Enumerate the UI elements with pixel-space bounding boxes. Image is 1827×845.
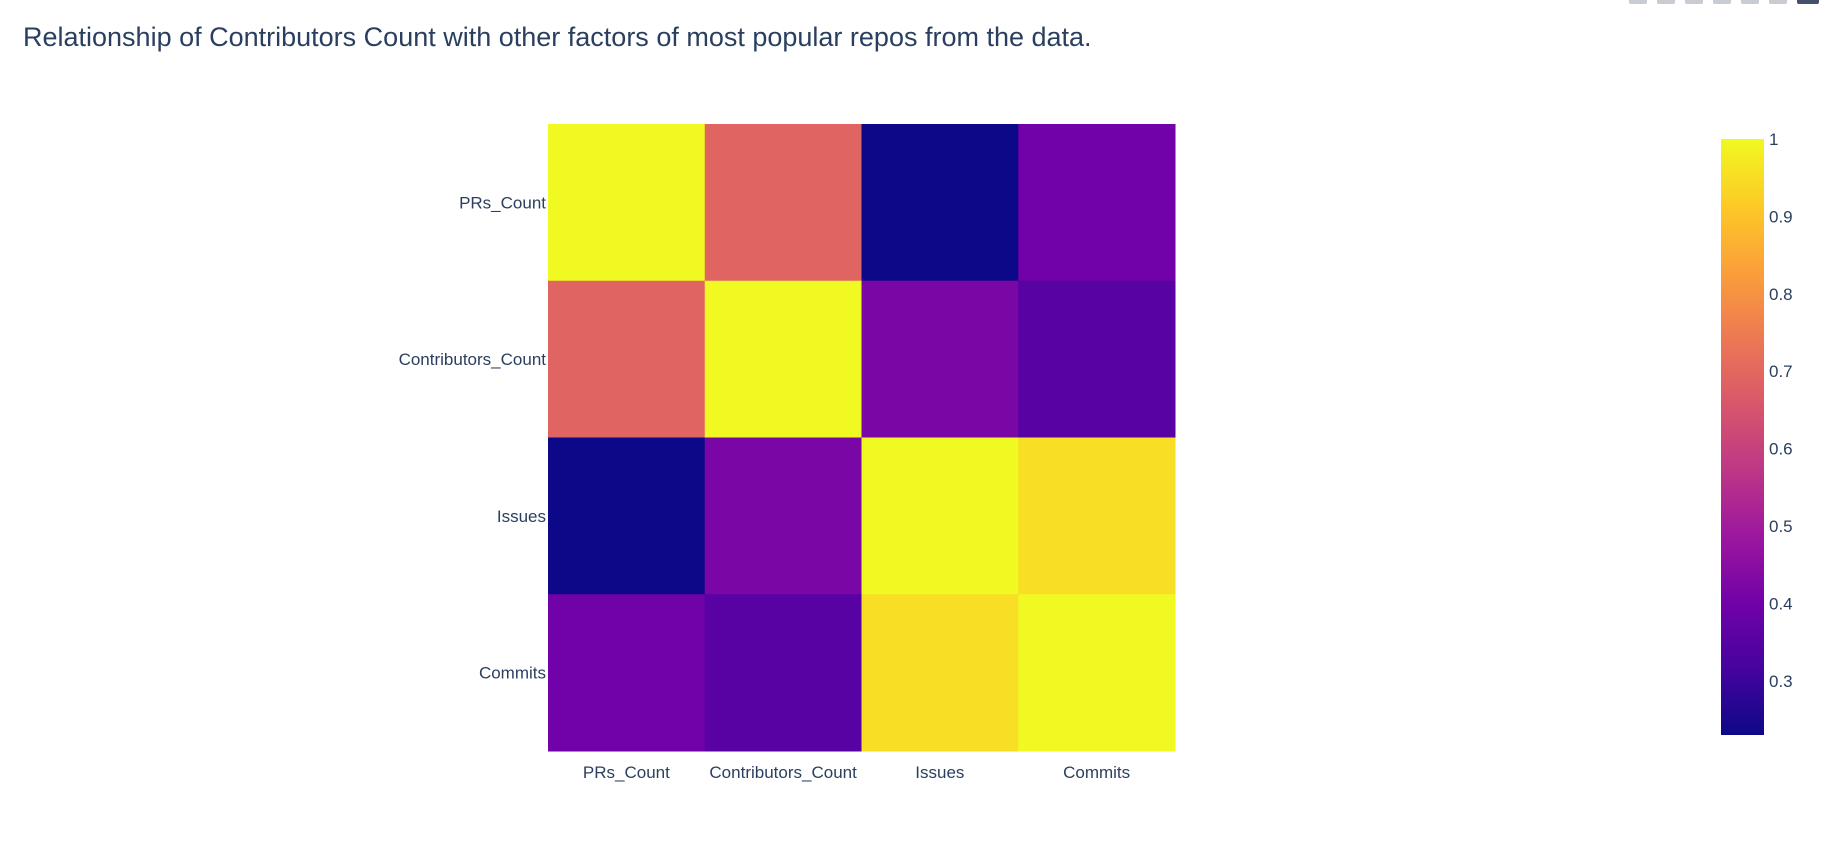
heatmap-cell-Contributors_Count-Issues[interactable] [861, 280, 1019, 438]
heatmap-cells [548, 124, 1176, 752]
heatmap-cell-Issues-Commits[interactable] [1018, 437, 1176, 595]
heatmap-cell-PRs_Count-Contributors_Count[interactable] [704, 124, 862, 282]
y-tick-label: Contributors_Count [399, 350, 547, 369]
colorbar-gradient [1721, 139, 1764, 735]
modebar [1629, 0, 1819, 6]
pan-icon[interactable] [1657, 0, 1675, 4]
x-tick-label: Commits [1063, 763, 1130, 782]
y-tick-label: Issues [497, 507, 546, 526]
chart-title: Relationship of Contributors Count with … [23, 22, 1092, 52]
colorbar-tick-label: 0.3 [1769, 672, 1793, 691]
colorbar: 0.3 0.4 0.5 0.6 0.7 0.8 0.9 1 [1721, 130, 1793, 735]
colorbar-tick-label: 0.9 [1769, 207, 1793, 226]
heatmap-cell-PRs_Count-PRs_Count[interactable] [548, 124, 706, 282]
x-tick-label: Contributors_Count [709, 763, 857, 782]
colorbar-tick-label: 1 [1769, 130, 1778, 149]
x-tick-label: Issues [915, 763, 964, 782]
heatmap-cell-Contributors_Count-Commits[interactable] [1018, 280, 1176, 438]
heatmap-cell-Commits-Contributors_Count[interactable] [704, 594, 862, 752]
autoscale-icon[interactable] [1769, 0, 1787, 4]
heatmap-cell-Contributors_Count-Contributors_Count[interactable] [704, 280, 862, 438]
colorbar-tick-label: 0.7 [1769, 362, 1793, 381]
heatmap-cell-Commits-Commits[interactable] [1018, 594, 1176, 752]
y-tick-label: Commits [479, 664, 546, 683]
heatmap-cell-Issues-Contributors_Count[interactable] [704, 437, 862, 595]
zoom-icon[interactable] [1629, 0, 1647, 4]
box-select-icon[interactable] [1685, 0, 1703, 4]
colorbar-tick-label: 0.8 [1769, 285, 1793, 304]
plotly-logo-icon[interactable] [1797, 0, 1819, 4]
heatmap-cell-Contributors_Count-PRs_Count[interactable] [548, 280, 706, 438]
zoom-out-icon[interactable] [1741, 0, 1759, 4]
zoom-in-icon[interactable] [1713, 0, 1731, 4]
x-tick-label: PRs_Count [583, 763, 670, 782]
y-tick-label: PRs_Count [459, 193, 546, 212]
heatmap-cell-Issues-PRs_Count[interactable] [548, 437, 706, 595]
colorbar-tick-label: 0.6 [1769, 440, 1793, 459]
heatmap-cell-Commits-PRs_Count[interactable] [548, 594, 706, 752]
heatmap-cell-PRs_Count-Commits[interactable] [1018, 124, 1176, 282]
heatmap-cell-PRs_Count-Issues[interactable] [861, 124, 1019, 282]
colorbar-tick-label: 0.5 [1769, 517, 1793, 536]
y-axis-tick-labels: PRs_Count Contributors_Count Issues Commits [399, 193, 547, 682]
heatmap-cell-Issues-Issues[interactable] [861, 437, 1019, 595]
colorbar-tick-label: 0.4 [1769, 594, 1793, 613]
x-axis-tick-labels: PRs_Count Contributors_Count Issues Commits [583, 763, 1130, 782]
heatmap-cell-Commits-Issues[interactable] [861, 594, 1019, 752]
